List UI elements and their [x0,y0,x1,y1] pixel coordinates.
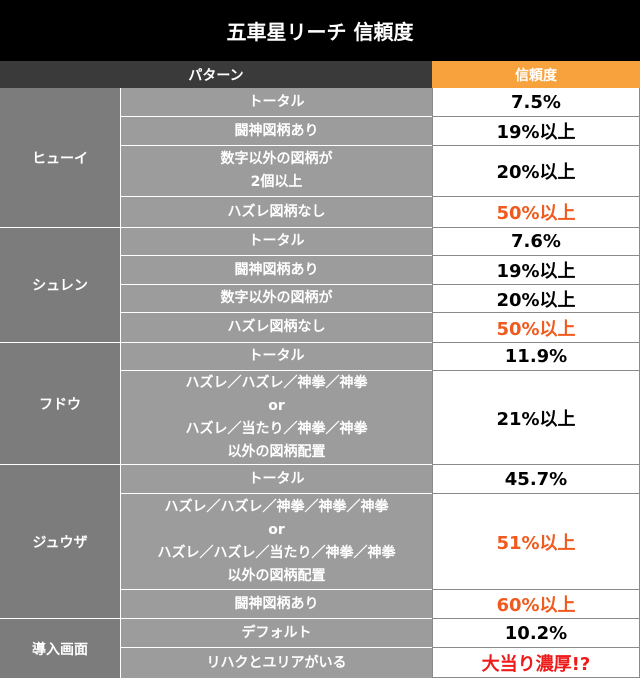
pattern-header: パターン [0,61,432,88]
group-label: 導入画面 [0,619,120,678]
group-label: ジュウザ [0,465,120,619]
condition-cell: トータル [120,228,432,256]
condition-cell: トータル [120,465,432,494]
condition-cell: ハズレ／ハズレ／神拳／神拳／神拳 or ハズレ／ハズレ／当たり／神拳／神拳 以外… [120,494,432,590]
value-cell: 21%以上 [432,371,640,465]
condition-cell: トータル [120,88,432,117]
condition-cell: 数字以外の図柄が 2個以上 [120,146,432,197]
value-cell: 60%以上 [432,590,640,619]
condition-cell: 数字以外の図柄が [120,285,432,313]
reliability-header: 信頼度 [432,61,640,88]
condition-cell: リハクとユリアがいる [120,648,432,678]
value-cell: 19%以上 [432,117,640,146]
group-label: シュレン [0,228,120,343]
table-title: 五車星リーチ 信頼度 [0,0,640,61]
value-cell: 大当り濃厚!? [432,648,640,678]
condition-cell: 闘神図柄あり [120,117,432,146]
value-cell: 20%以上 [432,285,640,313]
condition-cell: 闘神図柄あり [120,590,432,619]
group-label: フドウ [0,343,120,465]
value-cell: 7.6% [432,228,640,256]
value-cell: 50%以上 [432,197,640,228]
value-cell: 10.2% [432,619,640,648]
condition-cell: ハズレ図柄なし [120,313,432,343]
condition-cell: ハズレ図柄なし [120,197,432,228]
value-cell: 11.9% [432,343,640,371]
group-label: ヒューイ [0,88,120,228]
value-cell: 20%以上 [432,146,640,197]
value-cell: 19%以上 [432,256,640,285]
value-cell: 51%以上 [432,494,640,590]
condition-cell: トータル [120,343,432,371]
condition-cell: デフォルト [120,619,432,648]
condition-cell: ハズレ／ハズレ／神拳／神拳 or ハズレ／当たり／神拳／神拳 以外の図柄配置 [120,371,432,465]
value-cell: 50%以上 [432,313,640,343]
condition-cell: 闘神図柄あり [120,256,432,285]
value-cell: 7.5% [432,88,640,117]
value-cell: 45.7% [432,465,640,494]
